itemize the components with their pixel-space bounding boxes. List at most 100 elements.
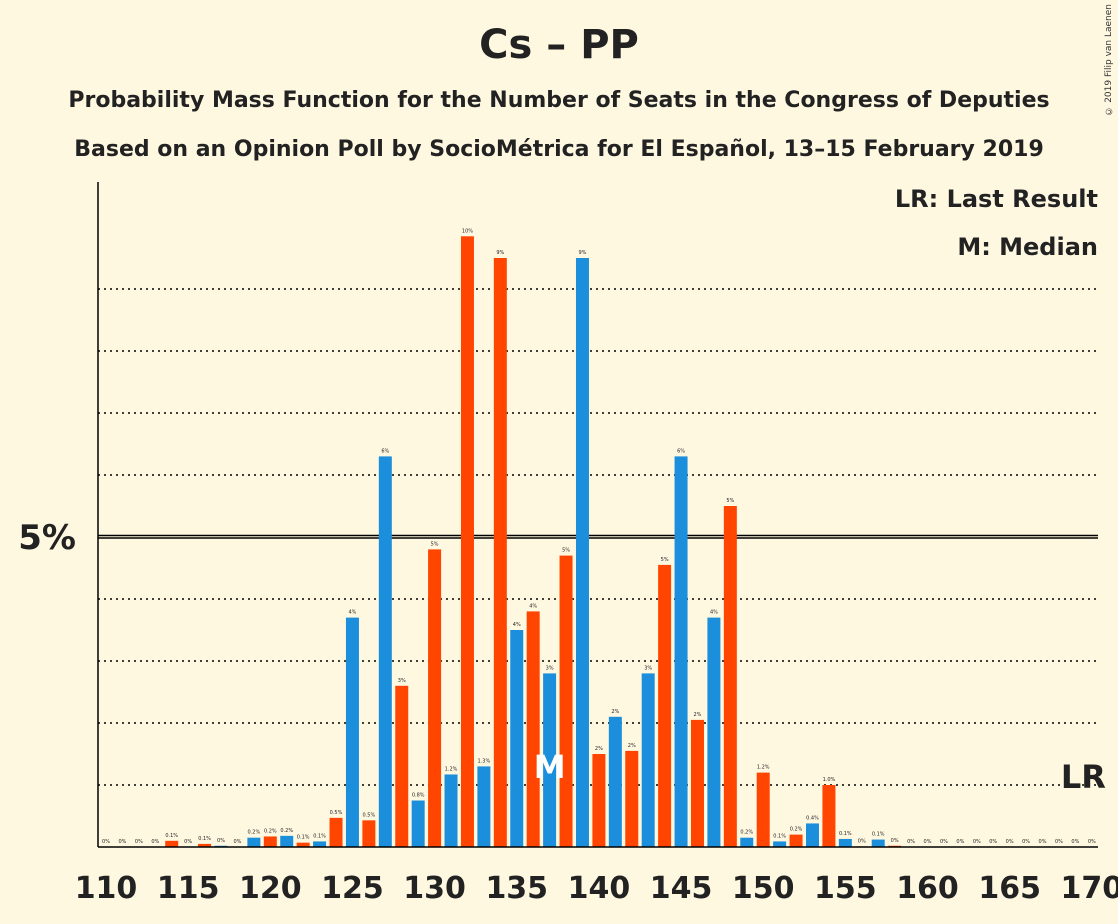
x-tick-label-140: 140 [568, 871, 631, 906]
bar-label-142: 2% [628, 743, 636, 749]
bar-label-129: 0.8% [412, 793, 425, 799]
x-tick-label-120: 120 [239, 871, 302, 906]
bar-label-143: 3% [644, 665, 652, 671]
x-tick-label-115: 115 [157, 871, 220, 906]
bar-label-156: 0% [858, 838, 866, 844]
bar-label-164: 0% [989, 839, 997, 845]
bar-label-114: 0.1% [165, 833, 178, 839]
bar-label-163: 0% [973, 839, 981, 845]
bar-label-159: 0% [907, 839, 915, 845]
bar-label-149: 0.2% [740, 830, 753, 836]
bar-154 [822, 785, 836, 847]
x-tick-label-165: 165 [978, 871, 1041, 906]
bar-125 [345, 617, 359, 847]
bar-147 [707, 617, 721, 847]
bar-label-166: 0% [1022, 839, 1030, 845]
bar-114 [165, 840, 179, 847]
bar-145 [674, 456, 688, 847]
legend-last-result: LR: Last Result [894, 185, 1098, 213]
bar-126 [362, 820, 376, 847]
bar-121 [280, 835, 294, 847]
bar-label-134: 9% [496, 250, 504, 256]
bar-label-132: 10% [462, 228, 473, 234]
bar-153 [805, 823, 819, 847]
bar-label-147: 4% [710, 610, 718, 616]
x-tick-label-110: 110 [75, 871, 138, 906]
bar-label-112: 0% [135, 839, 143, 845]
bar-label-133: 1.3% [478, 758, 491, 764]
bar-128 [395, 685, 409, 847]
bar-146 [690, 719, 704, 847]
chart-subtitle-2: Based on an Opinion Poll by SocioMétrica… [74, 137, 1044, 162]
y-tick-label-5pct: 5% [18, 518, 76, 558]
bar-labels: 0% 0% 0% 0%0.1%0%0.1% 0% 0%0.2% 0.2% 0.2%0.1% 0.… [102, 228, 1096, 845]
markers: M LR [534, 748, 1106, 796]
x-tick-label-170: 170 [1060, 871, 1118, 906]
bar-127 [378, 456, 392, 847]
x-tick-label-135: 135 [485, 871, 548, 906]
bar-label-170: 0% [1088, 839, 1096, 845]
bar-label-139: 9% [579, 250, 587, 256]
bar-label-167: 0% [1039, 839, 1047, 845]
bar-label-119: 0.2% [248, 830, 261, 836]
axes: 5% [18, 182, 1098, 848]
bar-155 [838, 838, 852, 847]
bar-152 [789, 834, 803, 847]
bar-131 [444, 774, 458, 847]
bar-label-116: 0.1% [198, 836, 211, 842]
bar-label-144: 5% [661, 557, 669, 563]
x-tick-label-125: 125 [321, 871, 384, 906]
x-tick-label-150: 150 [732, 871, 795, 906]
bar-label-115: 0% [184, 839, 192, 845]
bar-label-135: 4% [513, 622, 521, 628]
bar-122 [296, 842, 310, 847]
bar-140 [592, 754, 606, 847]
bar-label-126: 0.5% [363, 812, 376, 818]
bar-label-130: 5% [431, 541, 439, 547]
bar-label-155: 0.1% [839, 831, 852, 837]
bar-123 [313, 841, 327, 847]
bar-149 [740, 837, 754, 847]
bar-135 [510, 630, 524, 847]
x-tick-label-155: 155 [814, 871, 877, 906]
bar-133 [477, 766, 491, 847]
bar-label-157: 0.1% [872, 832, 885, 838]
bar-label-120: 0.2% [264, 828, 277, 834]
bar-150 [756, 772, 770, 847]
bar-144 [658, 564, 672, 847]
bar-label-162: 0% [956, 839, 964, 845]
bar-label-118: 0% [233, 839, 241, 845]
bar-label-128: 3% [398, 678, 406, 684]
bar-138 [559, 555, 573, 847]
bar-label-150: 1.2% [757, 765, 770, 771]
bar-129 [411, 800, 425, 847]
bar-label-145: 6% [677, 448, 685, 454]
bar-label-111: 0% [118, 839, 126, 845]
bar-134 [493, 258, 507, 847]
bar-label-122: 0.1% [297, 835, 310, 841]
bar-label-141: 2% [611, 709, 619, 715]
bar-label-165: 0% [1006, 839, 1014, 845]
bar-137 [543, 673, 557, 847]
bar-124 [329, 817, 343, 847]
bar-series [165, 236, 902, 848]
x-tick-label-160: 160 [896, 871, 959, 906]
bar-label-148: 5% [726, 498, 734, 504]
bar-label-140: 2% [595, 746, 603, 752]
bar-label-136: 4% [529, 603, 537, 609]
legend-median: M: Median [957, 233, 1098, 261]
bar-157 [871, 839, 885, 847]
bar-132 [460, 236, 474, 848]
bar-label-125: 4% [348, 610, 356, 616]
bar-148 [723, 506, 737, 847]
bar-143 [641, 673, 655, 847]
bar-label-113: 0% [151, 839, 159, 845]
bar-120 [263, 836, 277, 847]
bar-151 [773, 841, 787, 847]
bar-label-158: 0% [891, 838, 899, 844]
bar-116 [198, 843, 212, 847]
bar-142 [625, 750, 639, 847]
bar-label-146: 2% [694, 712, 702, 718]
bar-label-168: 0% [1055, 839, 1063, 845]
